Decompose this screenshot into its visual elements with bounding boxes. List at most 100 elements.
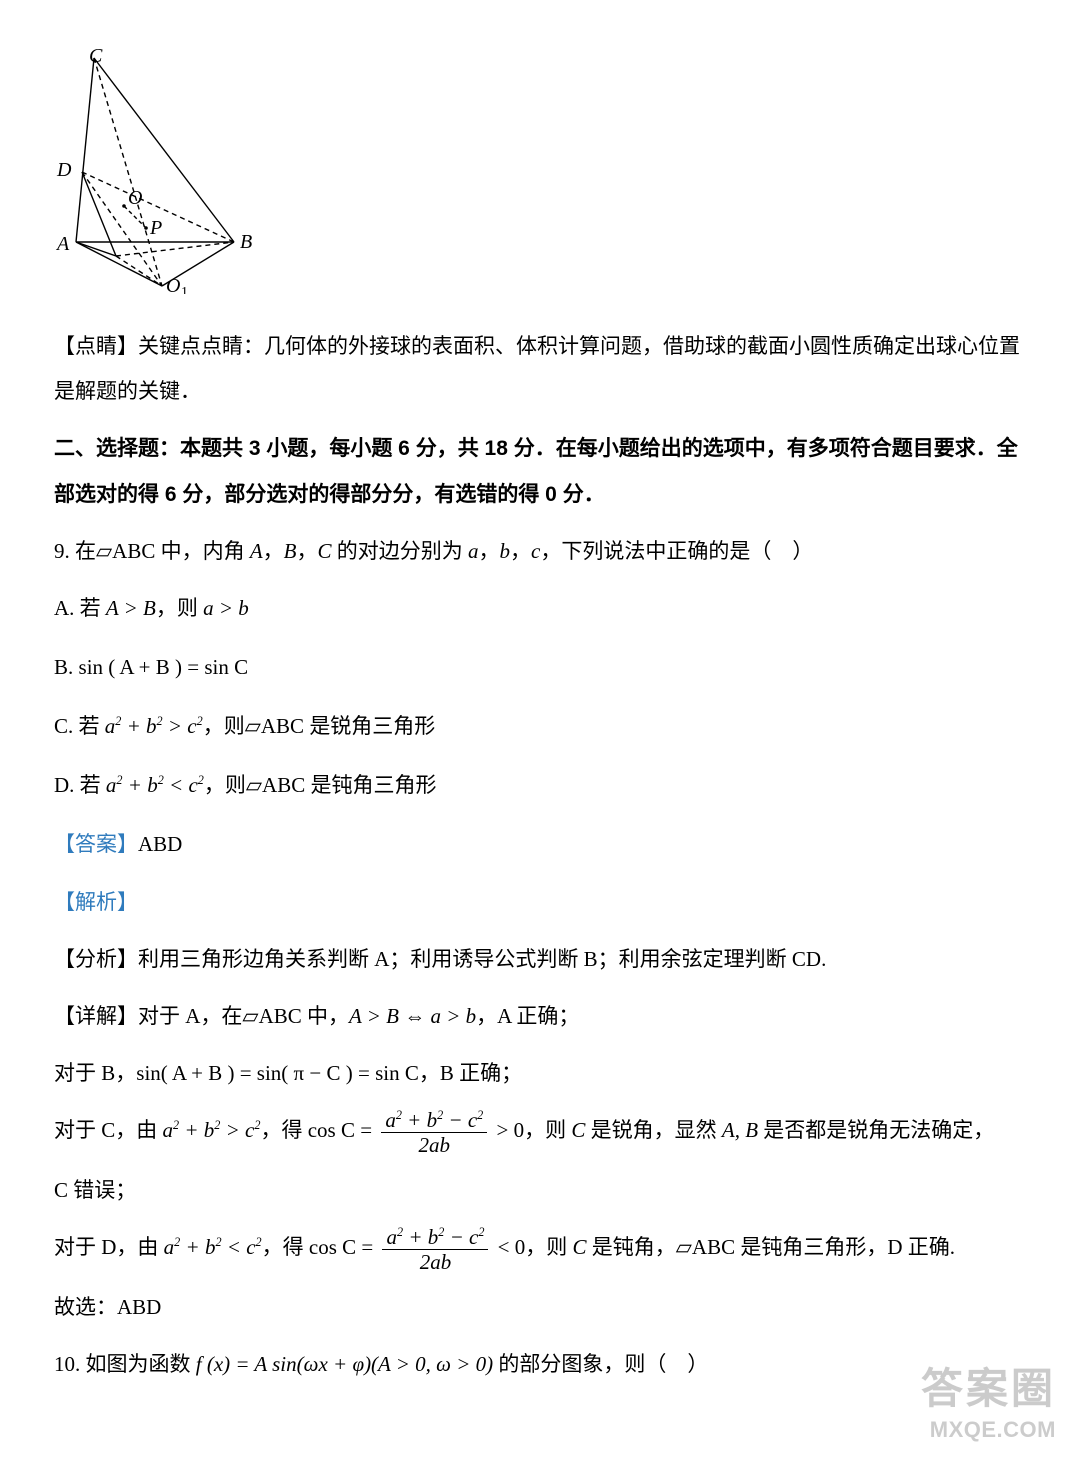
- q9-b: b: [500, 539, 511, 563]
- q9-c2: ，: [297, 539, 318, 563]
- watermark-line1: 答案圈: [921, 1363, 1056, 1416]
- detB-end: ，B 正确；: [419, 1061, 522, 1085]
- svg-text:1: 1: [181, 285, 188, 294]
- detD-cos: cos C: [309, 1235, 356, 1259]
- detD-eq: =: [356, 1235, 378, 1259]
- q10-number: 10.: [54, 1352, 80, 1376]
- detD-Cc: C: [573, 1235, 587, 1259]
- answer-value: ABD: [138, 832, 182, 856]
- q9-post1: 的对边分别为: [332, 539, 469, 563]
- q9-B-eq: =: [182, 655, 204, 679]
- fenxi-text: 利用三角形边角关系判断 A；利用诱导公式判断 B；利用余弦定理判断 CD.: [138, 947, 826, 971]
- label-O: O: [128, 187, 142, 209]
- q9-c1: ，: [263, 539, 284, 563]
- q10-stem: 10. 如图为函数 f (x) = A sin(ωx + φ)(A > 0, ω…: [54, 1342, 1026, 1387]
- detD-after2: 是钝角，: [587, 1235, 676, 1259]
- section-header: 二、选择题：本题共 3 小题，每小题 6 分，共 18 分．在每小题给出的选项中…: [54, 426, 1026, 516]
- q9-det-C: 对于 C，由 a2 + b2 > c2，得 cos C = a2 + b2 − …: [54, 1108, 1026, 1156]
- detC-after2: 是锐角，显然: [585, 1118, 722, 1142]
- label-P: P: [149, 217, 162, 239]
- q9-option-D: D. 若 a2 + b2 < c2，则▱ABC 是钝角三角形: [54, 763, 1026, 808]
- label-B: B: [240, 231, 252, 253]
- dianjing-text: 关键点点睛：几何体的外接球的表面积、体积计算问题，借助球的截面小圆性质确定出球心…: [54, 334, 1020, 403]
- q9-option-A: A. 若 A > B，则 a > b: [54, 586, 1026, 631]
- detC-AB: A, B: [722, 1118, 758, 1142]
- detD-after: ，则: [525, 1235, 572, 1259]
- fenxi-label: 【分析】: [54, 947, 138, 971]
- q9-a: a: [468, 539, 479, 563]
- detA-mid: 中，: [302, 1004, 349, 1028]
- q9-option-B: B. sin ( A + B ) = sin C: [54, 645, 1026, 690]
- q9-stem-pre: 在: [75, 539, 96, 563]
- detC-mid: ，得: [260, 1118, 307, 1142]
- q10-post: 的部分图象，则（ ）: [493, 1352, 708, 1376]
- q9-cc: c: [531, 539, 540, 563]
- q9-jiexi: 【解析】: [54, 880, 1026, 925]
- q9-det-C-wrong: C 错误；: [54, 1168, 1026, 1213]
- jiexi-label: 【解析】: [54, 890, 138, 914]
- watermark: 答案圈 MXQE.COM: [921, 1363, 1056, 1443]
- answer-label: 【答案】: [54, 832, 138, 856]
- q9-C-end: 是锐角三角形: [304, 714, 435, 738]
- q9-c3: ，: [479, 539, 500, 563]
- q9-det-B: 对于 B，sin( A + B ) = sin( π − C ) = sin C…: [54, 1051, 1026, 1096]
- q9-A-res: a > b: [203, 596, 249, 620]
- label-C: C: [89, 46, 103, 67]
- label-A: A: [55, 233, 70, 255]
- q9-C-tri: ▱ABC: [245, 714, 304, 738]
- detC-after: ，则: [524, 1118, 571, 1142]
- q9-stem: 9. 在▱ABC 中，内角 A，B，C 的对边分别为 a，b，c，下列说法中正确…: [54, 529, 1026, 574]
- detD-mid: ，得: [262, 1235, 309, 1259]
- q9-stem-tri: ▱ABC: [96, 539, 155, 563]
- watermark-line2: MXQE.COM: [921, 1416, 1056, 1444]
- q10-expr: f (x) = A sin(ωx + φ)(A > 0, ω > 0): [196, 1352, 493, 1376]
- detC-pre: 对于 C，由: [54, 1118, 163, 1142]
- dianjing: 【点睛】关键点点睛：几何体的外接球的表面积、体积计算问题，借助球的截面小圆性质确…: [54, 324, 1026, 414]
- q9-D-prefix: D. 若: [54, 773, 106, 797]
- tetrahedron-svg: C D O P A B O 1: [54, 46, 264, 294]
- q9-guxuan: 故选：ABD: [54, 1285, 1026, 1330]
- detD-tri: ▱ABC: [676, 1235, 735, 1259]
- detB-pre: 对于 B，: [54, 1061, 136, 1085]
- q9-option-C: C. 若 a2 + b2 > c2，则▱ABC 是锐角三角形: [54, 704, 1026, 749]
- q9-number: 9.: [54, 539, 70, 563]
- detB-expr: sin( A + B ) = sin( π − C ) = sin C: [136, 1061, 419, 1085]
- q9-post2: ，下列说法中正确的是（ ）: [540, 539, 813, 563]
- q10-pre: 如图为函数: [86, 1352, 196, 1376]
- q9-B-right: sin C: [204, 655, 248, 679]
- q9-D-sep: ，则: [204, 773, 246, 797]
- q9-D-tri: ▱ABC: [246, 773, 305, 797]
- detC-gt: > 0: [491, 1118, 524, 1142]
- q9-C-sep: ，则: [203, 714, 245, 738]
- q9-A-sep: ，则: [156, 596, 203, 620]
- xiangjie-label: 【详解】: [54, 1004, 138, 1028]
- q9-stem-C: C: [318, 539, 332, 563]
- dianjing-label: 【点睛】: [54, 334, 138, 358]
- detA-tri: ▱ABC: [242, 1004, 301, 1028]
- q9-c4: ，: [510, 539, 531, 563]
- geometry-figure: C D O P A B O 1: [54, 46, 1026, 310]
- detD-after3: 是钝角三角形，D 正确.: [735, 1235, 955, 1259]
- q9-B-left: sin ( A + B ): [79, 655, 182, 679]
- q9-det-A: 【详解】对于 A，在▱ABC 中，A > B ⇔ a > b，A 正确；: [54, 994, 1026, 1039]
- detC-eq: =: [355, 1118, 377, 1142]
- q9-answer: 【答案】ABD: [54, 822, 1026, 867]
- q9-det-D: 对于 D，由 a2 + b2 < c2，得 cos C = a2 + b2 − …: [54, 1225, 1026, 1273]
- q9-A-prefix: A. 若: [54, 596, 106, 620]
- q9-fenxi: 【分析】利用三角形边角关系判断 A；利用诱导公式判断 B；利用余弦定理判断 CD…: [54, 937, 1026, 982]
- detA-pre: 对于 A，在: [138, 1004, 242, 1028]
- q9-stem-mid: 中，内角: [155, 539, 250, 563]
- q9-stem-A: A: [250, 539, 263, 563]
- q9-B-prefix: B.: [54, 655, 79, 679]
- detA-expr: A > B ⇔ a > b: [349, 1004, 476, 1028]
- detC-cos: cos C: [308, 1118, 355, 1142]
- label-D: D: [56, 159, 72, 181]
- q9-C-prefix: C. 若: [54, 714, 105, 738]
- detA-end: ，A 正确；: [476, 1004, 579, 1028]
- detD-pre: 对于 D，由: [54, 1235, 164, 1259]
- q9-A-cond: A > B: [106, 596, 156, 620]
- detC-Cc: C: [571, 1118, 585, 1142]
- q9-stem-B: B: [284, 539, 297, 563]
- detD-lt: < 0: [492, 1235, 525, 1259]
- q9-D-end: 是钝角三角形: [305, 773, 436, 797]
